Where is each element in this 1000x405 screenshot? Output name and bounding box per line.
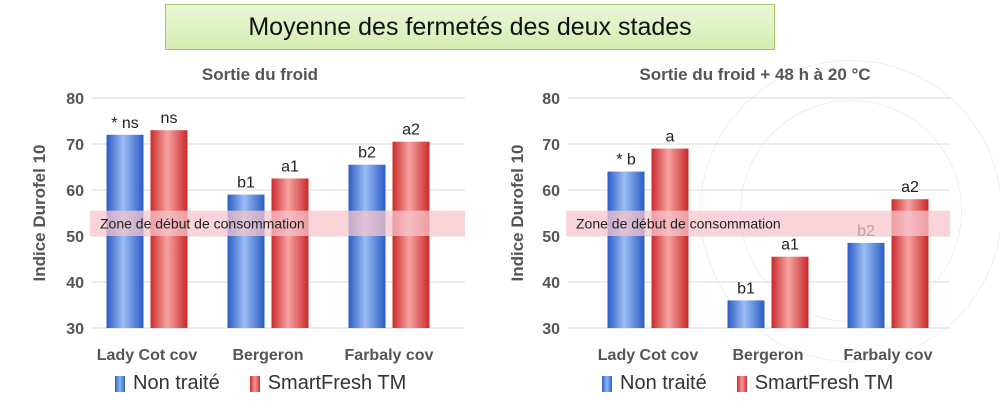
bar-smartfresh bbox=[271, 178, 309, 328]
bar-non-traite bbox=[847, 242, 885, 328]
y-tick-label: 50 bbox=[542, 229, 560, 246]
legend-item-non-traite: Non traité bbox=[115, 372, 220, 395]
data-label: a1 bbox=[281, 159, 299, 176]
y-tick-label: 80 bbox=[542, 91, 560, 108]
page-title: Moyenne des fermetés des deux stades bbox=[165, 4, 775, 50]
data-label: a2 bbox=[901, 179, 919, 196]
bar-smartfresh bbox=[771, 256, 809, 328]
legend-left: Non traité SmartFresh TM bbox=[115, 372, 436, 395]
y-tick-label: 50 bbox=[66, 229, 84, 246]
consumption-zone-band bbox=[566, 210, 950, 236]
data-label: b2 bbox=[358, 145, 376, 162]
y-axis-label: Indice Durofel 10 bbox=[508, 145, 527, 282]
legend-label: Non traité bbox=[620, 372, 707, 394]
y-tick-label: 70 bbox=[542, 137, 560, 154]
bar-non-traite bbox=[348, 164, 386, 328]
legend-label: SmartFresh TM bbox=[267, 372, 407, 394]
data-label: a2 bbox=[402, 122, 420, 139]
legend-swatch-blue bbox=[115, 375, 125, 392]
chart-title: Sortie du froid bbox=[202, 65, 318, 84]
data-label: b1 bbox=[237, 175, 255, 192]
legend-swatch-red bbox=[736, 375, 747, 392]
legend-item-smartfresh: SmartFresh TM bbox=[249, 372, 407, 395]
legend-swatch-blue bbox=[602, 375, 612, 392]
y-tick-label: 40 bbox=[66, 275, 84, 292]
y-tick-label: 60 bbox=[66, 183, 84, 200]
y-tick-label: 70 bbox=[66, 137, 84, 154]
category-label: Lady Cot cov bbox=[598, 347, 699, 364]
legend-swatch-red bbox=[249, 375, 260, 392]
page-title-text: Moyenne des fermetés des deux stades bbox=[248, 12, 692, 41]
y-tick-label: 30 bbox=[66, 321, 84, 338]
y-tick-label: 40 bbox=[542, 275, 560, 292]
data-label: a bbox=[666, 129, 675, 146]
data-label: ns bbox=[161, 110, 178, 127]
data-label: a1 bbox=[781, 237, 799, 254]
data-label: b1 bbox=[737, 280, 755, 297]
y-tick-label: 30 bbox=[542, 321, 560, 338]
category-label: Farbaly cov bbox=[844, 347, 933, 364]
consumption-zone-band bbox=[90, 210, 465, 236]
category-label: Farbaly cov bbox=[345, 347, 434, 364]
chart-sortie-du-froid: Sortie du froid 30 40 50 60 70 80 Indice Durofe… bbox=[30, 65, 465, 364]
category-label: Bergeron bbox=[232, 347, 303, 364]
bar-non-traite bbox=[727, 300, 765, 328]
chart-sortie-du-froid-48h: Sortie du froid + 48 h à 20 °C 30 40 50 60 70… bbox=[508, 65, 950, 364]
legend-right: Non traité SmartFresh TM bbox=[602, 372, 923, 395]
legend-label: Non traité bbox=[133, 372, 220, 394]
chart-title: Sortie du froid + 48 h à 20 °C bbox=[639, 65, 870, 84]
consumption-zone-label: Zone de début de consommation bbox=[576, 215, 781, 231]
legend-label: SmartFresh TM bbox=[754, 372, 894, 394]
y-tick-label: 60 bbox=[542, 183, 560, 200]
legend-item-smartfresh: SmartFresh TM bbox=[736, 372, 894, 395]
y-axis-label: Indice Durofel 10 bbox=[30, 145, 49, 282]
data-label: * ns bbox=[111, 115, 139, 132]
category-label: Bergeron bbox=[732, 347, 803, 364]
category-label: Lady Cot cov bbox=[97, 347, 198, 364]
y-tick-label: 80 bbox=[66, 91, 84, 108]
bar-smartfresh bbox=[651, 148, 689, 328]
bar-non-traite bbox=[607, 171, 645, 328]
consumption-zone-label: Zone de début de consommation bbox=[100, 215, 305, 231]
legend-item-non-traite: Non traité bbox=[602, 372, 707, 395]
data-label: * b bbox=[616, 152, 636, 169]
